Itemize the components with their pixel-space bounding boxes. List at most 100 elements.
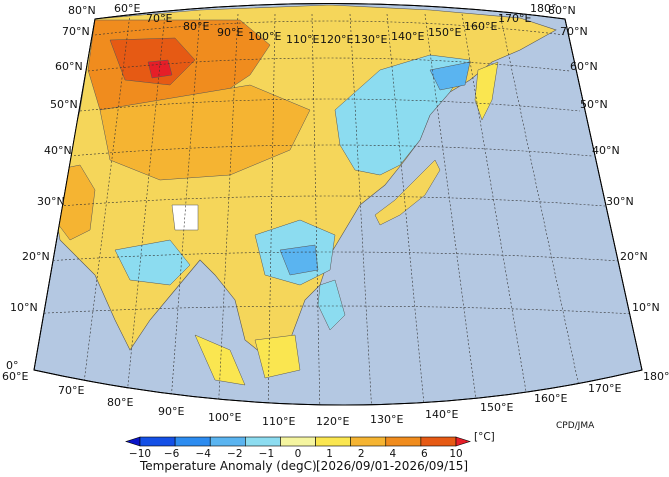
- graticule: [34, 13, 636, 405]
- colorbar-segment: [315, 436, 351, 447]
- lat-label: 70°N: [560, 25, 588, 38]
- lon-labels-top: 80°N 60°E 70°E 80°E 90°E 100°E 110°E 120…: [68, 2, 557, 46]
- colorbar-tick-label: −1: [259, 448, 274, 460]
- lat-label: 60°N: [570, 60, 598, 73]
- lon-label: 70°E: [58, 384, 84, 397]
- land-layer: [54, 4, 557, 386]
- meridian-line: [217, 13, 239, 405]
- meridian-line: [424, 13, 479, 405]
- lon-label: 90°E: [217, 26, 243, 39]
- colorbar-tick-label: −4: [195, 448, 211, 460]
- lat-labels-left: 70°N 60°N 50°N 40°N 30°N 20°N 10°N 0°: [6, 25, 90, 372]
- lon-label: 150°E: [480, 401, 513, 414]
- lat-label: 30°N: [606, 195, 634, 208]
- colorbar-segment: [420, 436, 457, 447]
- colorbar-tick-label: 6: [421, 448, 428, 460]
- lon-labels-bottom: 60°E 70°E 80°E 90°E 100°E 110°E 120°E 13…: [2, 370, 669, 428]
- meridian-line: [79, 13, 131, 405]
- lat-label: 50°N: [580, 98, 608, 111]
- colorbar: −10 −6 −4 −2 −1 0 1 2 4 6 10: [125, 436, 471, 460]
- lat-label: 20°N: [22, 250, 50, 263]
- lon-label: 100°E: [208, 411, 241, 424]
- land-sumatra: [194, 334, 246, 386]
- land-kamchatka: [474, 61, 499, 121]
- lat-label: 20°N: [620, 250, 648, 263]
- meridian-line: [499, 13, 586, 405]
- lon-label: 90°E: [158, 405, 184, 418]
- lon-label: 110°E: [262, 415, 295, 428]
- lat-label: 0°: [6, 359, 19, 372]
- colorbar-segment: [385, 436, 422, 447]
- lon-label: 140°E: [391, 30, 424, 43]
- colorbar-tick-label: 4: [389, 448, 396, 460]
- caption-title: Temperature Anomaly (degC): [139, 459, 317, 473]
- colorbar-unit: [°C]: [474, 431, 495, 443]
- lon-label: 150°E: [428, 26, 461, 39]
- colorbar-tick-label: 0: [295, 448, 302, 460]
- parallel-line: [87, 57, 571, 72]
- meridian-line: [311, 13, 321, 405]
- parallel-line: [59, 195, 606, 207]
- lon-label: 120°E: [320, 33, 353, 46]
- map-frame: [33, 3, 643, 406]
- lon-label: 100°E: [248, 30, 281, 43]
- credit-text: CPD/JMA: [556, 421, 595, 431]
- meridian-line: [267, 13, 276, 405]
- colorbar-tick-label: 10: [449, 448, 462, 460]
- lon-label: 60°E: [2, 370, 28, 383]
- colorbar-segment: [139, 436, 176, 447]
- lat-labels-right: 80°N 70°N 60°N 50°N 40°N 30°N 20°N 10°N: [548, 4, 660, 314]
- lon-label: 80°E: [183, 20, 209, 33]
- land-japan: [374, 159, 441, 226]
- anomaly-warm-central: [99, 84, 311, 181]
- lat-label: 40°N: [44, 144, 72, 157]
- colorbar-segment: [280, 436, 316, 447]
- colorbar-tick-label: −6: [164, 448, 180, 460]
- lat-label: 60°N: [55, 60, 83, 73]
- lon-label: 80°E: [107, 396, 133, 409]
- colorbar-tick-label: 2: [358, 448, 365, 460]
- lat-label: 10°N: [10, 301, 38, 314]
- land-borneo: [254, 334, 301, 379]
- colorbar-max-arrow: [455, 436, 471, 447]
- lat-label: 70°N: [62, 25, 90, 38]
- lon-label: 60°E: [114, 2, 140, 15]
- lon-label: 140°E: [425, 408, 458, 421]
- lat-label: 50°N: [50, 98, 78, 111]
- lat-label: 30°N: [37, 195, 65, 208]
- parallel-line: [79, 98, 581, 112]
- anomaly-cool-northeast-core: [429, 61, 471, 91]
- anomaly-cool-india: [114, 239, 191, 286]
- colorbar-tick-label: −2: [227, 448, 242, 460]
- lon-label: 180°: [530, 2, 557, 15]
- parallel-line: [94, 20, 566, 36]
- land-philippines: [317, 279, 346, 331]
- meridian-line: [169, 13, 201, 405]
- anomaly-hot-spot: [147, 59, 173, 79]
- colorbar-segment: [174, 436, 211, 447]
- meridian-line: [124, 13, 166, 405]
- lat-label: 80°N: [68, 4, 96, 17]
- lon-label: 130°E: [370, 413, 403, 426]
- lat-label: 80°N: [548, 4, 576, 17]
- lon-label: 120°E: [316, 415, 349, 428]
- parallel-line: [34, 305, 636, 315]
- lon-label: 110°E: [286, 33, 319, 46]
- caption-period: [2026/09/01-2026/09/15]: [316, 459, 468, 473]
- lon-label: 170°E: [588, 382, 621, 395]
- lon-label: 70°E: [146, 12, 172, 25]
- lat-label: 40°N: [592, 144, 620, 157]
- anomaly-cold-south-china: [279, 244, 319, 276]
- meridian-line: [349, 13, 373, 405]
- anomaly-cool-northeast: [334, 54, 471, 176]
- colorbar-min-arrow: [125, 436, 141, 447]
- colorbar-tick-label: −10: [129, 448, 151, 460]
- parallel-line: [69, 144, 593, 157]
- lat-label: 10°N: [632, 301, 660, 314]
- lon-label: 160°E: [464, 20, 497, 33]
- lon-label: 170°E: [498, 12, 531, 25]
- meridian-line: [386, 13, 426, 405]
- colorbar-segment: [209, 436, 246, 447]
- lon-label: 160°E: [534, 392, 567, 405]
